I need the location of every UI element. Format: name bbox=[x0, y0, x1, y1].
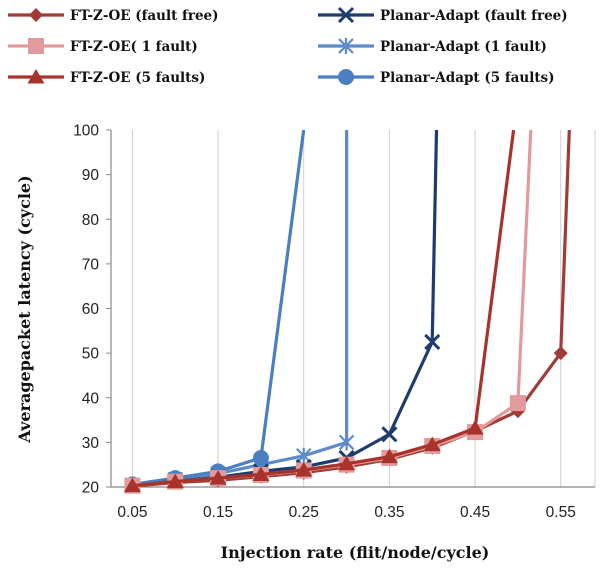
y-tick-label: 40 bbox=[82, 390, 100, 407]
y-tick-label: 30 bbox=[82, 435, 100, 452]
data-point bbox=[252, 449, 269, 466]
series-line bbox=[132, 129, 516, 488]
legend-entry: Planar-Adapt (1 fault) bbox=[318, 38, 547, 55]
legend-entry: FT-Z-OE( 1 fault) bbox=[8, 38, 198, 55]
y-tick-label: 80 bbox=[82, 212, 100, 229]
series-line bbox=[132, 129, 571, 488]
data-point bbox=[509, 395, 526, 412]
data-point bbox=[209, 470, 227, 485]
data-point bbox=[423, 436, 441, 452]
legend-label: Planar-Adapt (1 fault) bbox=[380, 39, 547, 55]
legend-marker bbox=[29, 8, 43, 22]
tick-labels: 20 30 40 50 60 70 80 90 100 0.05 0.15 0.25 0.35 0.45 0… bbox=[73, 123, 576, 522]
legend-label: Planar-Adapt (5 faults) bbox=[380, 70, 555, 86]
series-4 bbox=[124, 130, 355, 494]
legend: FT-Z-OE (fault free) FT-Z-OE( 1 fault) FT-… bbox=[8, 6, 568, 86]
data-point bbox=[123, 477, 141, 493]
legend-label: FT-Z-OE (fault free) bbox=[70, 8, 219, 24]
x-tick-label: 0.05 bbox=[117, 504, 147, 521]
legend-marker bbox=[337, 6, 355, 24]
data-point bbox=[338, 434, 355, 451]
legend-marker bbox=[27, 69, 45, 84]
legend-marker bbox=[338, 69, 354, 85]
x-tick-label: 0.55 bbox=[546, 504, 576, 521]
grid bbox=[131, 130, 596, 487]
series-1 bbox=[124, 129, 533, 494]
y-axis-title: Averagepacket latency (cycle) bbox=[15, 175, 34, 443]
data-point bbox=[424, 333, 441, 351]
data-point bbox=[338, 455, 356, 471]
legend-label: FT-Z-OE( 1 fault) bbox=[70, 39, 198, 55]
x-tick-label: 0.45 bbox=[460, 504, 490, 521]
y-tick-label: 50 bbox=[82, 346, 100, 363]
series-layer bbox=[123, 129, 571, 494]
legend-entry: Planar-Adapt (5 faults) bbox=[318, 69, 555, 86]
y-tick-label: 70 bbox=[82, 256, 100, 273]
y-tick-label: 100 bbox=[73, 123, 99, 140]
data-point bbox=[553, 346, 568, 361]
data-point bbox=[466, 420, 484, 435]
legend-marker bbox=[28, 38, 44, 54]
y-tick-label: 60 bbox=[82, 301, 100, 318]
legend-entry: FT-Z-OE (fault free) bbox=[8, 8, 219, 24]
data-point bbox=[381, 426, 398, 443]
legend-entry: Planar-Adapt (fault free) bbox=[318, 6, 568, 24]
series-2 bbox=[123, 129, 516, 493]
x-tick-label: 0.15 bbox=[203, 504, 233, 521]
legend-label: Planar-Adapt (fault free) bbox=[380, 8, 568, 24]
data-point bbox=[166, 473, 184, 489]
x-tick-label: 0.35 bbox=[374, 504, 404, 521]
data-point bbox=[295, 462, 313, 477]
legend-label: FT-Z-OE (5 faults) bbox=[70, 70, 205, 86]
legend-marker bbox=[338, 38, 354, 54]
y-tick-label: 20 bbox=[82, 480, 100, 497]
series-3 bbox=[124, 129, 441, 494]
x-axis-title: Injection rate (flit/node/cycle) bbox=[221, 543, 490, 562]
axes bbox=[106, 129, 595, 488]
x-tick-label: 0.25 bbox=[289, 504, 319, 521]
legend-entry: FT-Z-OE (5 faults) bbox=[8, 69, 205, 86]
series-5 bbox=[124, 129, 306, 493]
data-point bbox=[252, 466, 270, 482]
y-tick-label: 90 bbox=[82, 167, 100, 184]
series-line bbox=[132, 130, 349, 487]
data-point bbox=[380, 448, 398, 464]
